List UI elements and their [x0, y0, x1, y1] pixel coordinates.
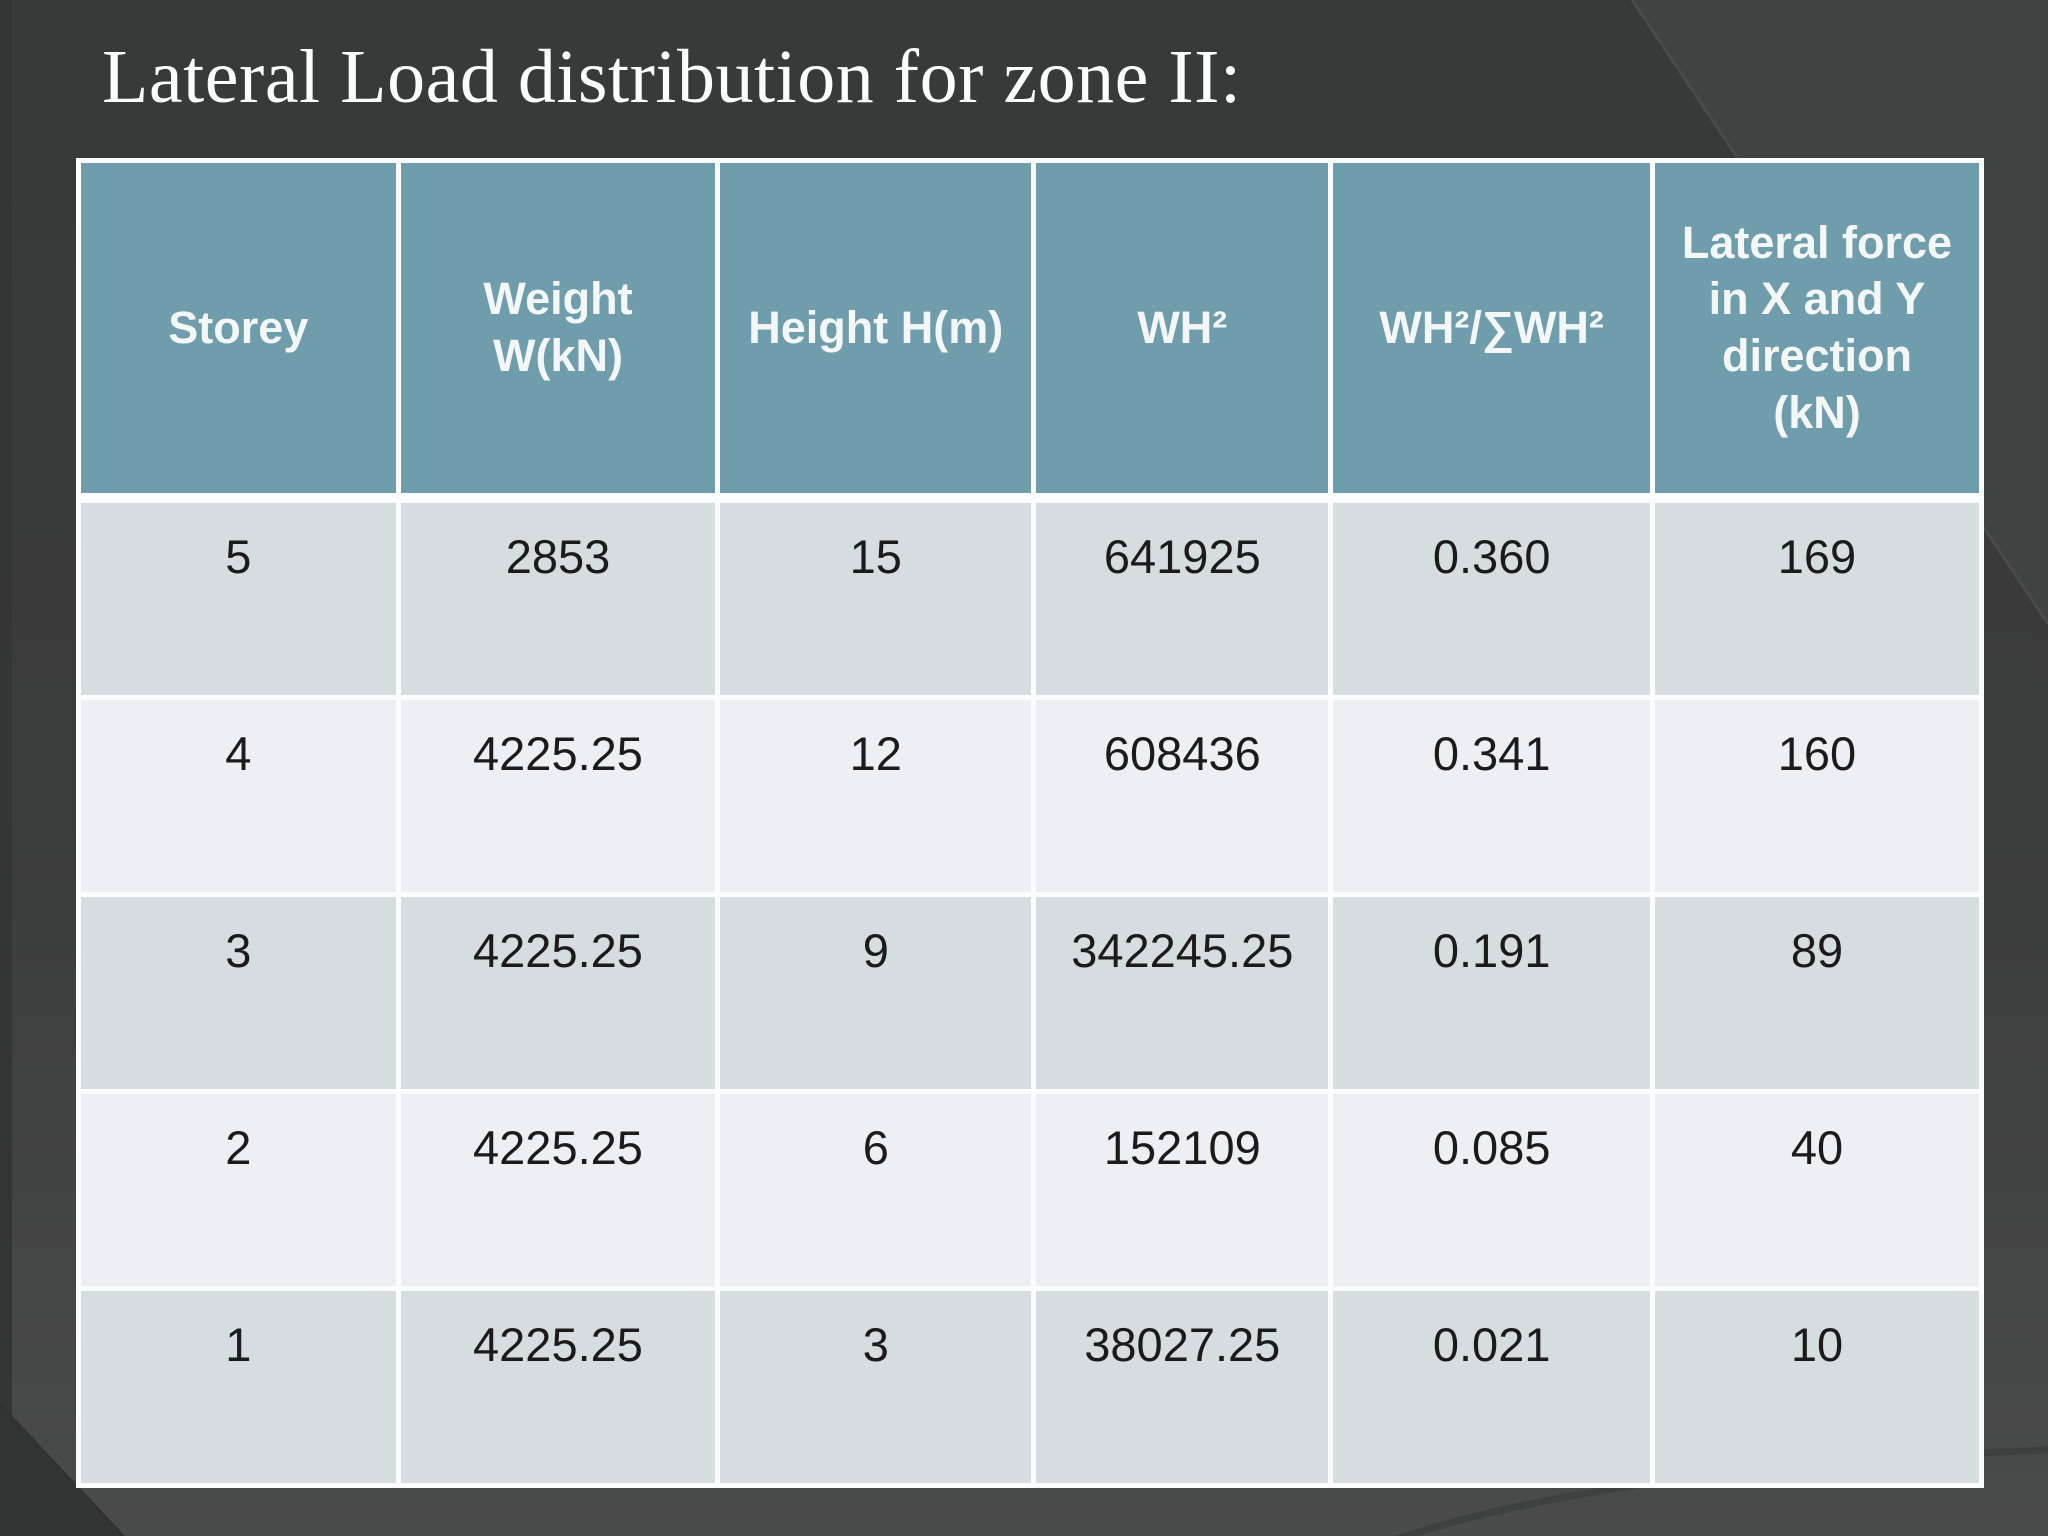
cell-height: 6: [720, 1094, 1032, 1286]
left-edge-shade: [0, 0, 12, 1536]
cell-height: 9: [720, 897, 1032, 1089]
column-header-wh2-ratio: WH²/∑WH²: [1333, 163, 1650, 498]
cell-weight: 4225.25: [400, 700, 716, 892]
cell-wh2-ratio: 0.021: [1333, 1291, 1650, 1483]
cell-lateral-force: 40: [1654, 1094, 1979, 1286]
cell-wh2: 608436: [1036, 700, 1329, 892]
table-row-storey-3: 3 4225.25 9 342245.25 0.191 89: [81, 897, 1979, 1089]
cell-storey: 1: [81, 1291, 396, 1483]
cell-height: 12: [720, 700, 1032, 892]
cell-wh2: 342245.25: [1036, 897, 1329, 1089]
cell-height: 15: [720, 503, 1032, 695]
cell-lateral-force: 160: [1654, 700, 1979, 892]
cell-weight: 4225.25: [400, 897, 716, 1089]
cell-lateral-force: 89: [1654, 897, 1979, 1089]
cell-storey: 3: [81, 897, 396, 1089]
cell-wh2-ratio: 0.085: [1333, 1094, 1650, 1286]
table-header-row: Storey Weight W(kN) Height H(m) WH² WH²/…: [81, 163, 1979, 498]
cell-lateral-force: 169: [1654, 503, 1979, 695]
slide-title: Lateral Load distribution for zone II:: [102, 35, 1242, 119]
cell-wh2-ratio: 0.191: [1333, 897, 1650, 1089]
cell-wh2: 641925: [1036, 503, 1329, 695]
column-header-weight: Weight W(kN): [400, 163, 716, 498]
cell-wh2: 152109: [1036, 1094, 1329, 1286]
cell-height: 3: [720, 1291, 1032, 1483]
cell-wh2-ratio: 0.341: [1333, 700, 1650, 892]
column-header-lateral-force: Lateral force in X and Y direction (kN): [1654, 163, 1979, 498]
column-header-height: Height H(m): [720, 163, 1032, 498]
lateral-load-table: Storey Weight W(kN) Height H(m) WH² WH²/…: [76, 158, 1984, 1488]
cell-wh2: 38027.25: [1036, 1291, 1329, 1483]
cell-lateral-force: 10: [1654, 1291, 1979, 1483]
table-row-storey-5: 5 2853 15 641925 0.360 169: [81, 503, 1979, 695]
cell-weight: 4225.25: [400, 1291, 716, 1483]
column-header-storey: Storey: [81, 163, 396, 498]
cell-weight: 4225.25: [400, 1094, 716, 1286]
table-row-storey-2: 2 4225.25 6 152109 0.085 40: [81, 1094, 1979, 1286]
cell-wh2-ratio: 0.360: [1333, 503, 1650, 695]
table-row-storey-4: 4 4225.25 12 608436 0.341 160: [81, 700, 1979, 892]
table-row-storey-1: 1 4225.25 3 38027.25 0.021 10: [81, 1291, 1979, 1483]
column-header-wh2: WH²: [1036, 163, 1329, 498]
cell-weight: 2853: [400, 503, 716, 695]
cell-storey: 2: [81, 1094, 396, 1286]
cell-storey: 4: [81, 700, 396, 892]
cell-storey: 5: [81, 503, 396, 695]
